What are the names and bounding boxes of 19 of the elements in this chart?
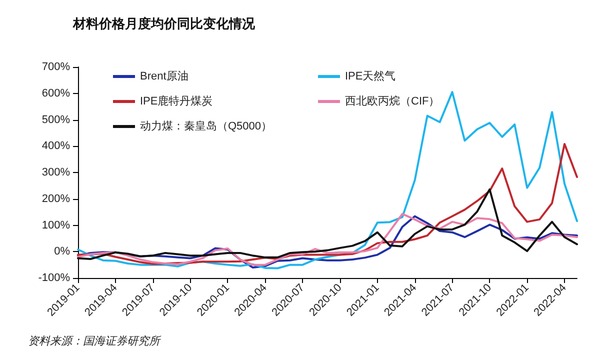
y-tick-label: 400% bbox=[42, 140, 70, 152]
chart-title: 材料价格月度均价同比变化情况 bbox=[72, 16, 256, 31]
legend-label: 动力煤：秦皇岛（Q5000） bbox=[140, 120, 272, 132]
legend-label: IPE天然气 bbox=[345, 70, 396, 82]
legend-label: 西北欧丙烷（CIF） bbox=[345, 94, 440, 108]
y-tick-label: 600% bbox=[42, 87, 70, 100]
y-tick-label: 300% bbox=[42, 166, 70, 178]
legend-label: IPE鹿特丹煤炭 bbox=[140, 94, 213, 108]
text: 资料来源：国海证券研究所 bbox=[28, 334, 162, 348]
y-tick-label: 700% bbox=[42, 61, 70, 73]
legend-label: Brent原油 bbox=[140, 70, 188, 82]
y-tick-label: -100% bbox=[38, 272, 70, 284]
y-tick-label: 200% bbox=[42, 192, 70, 205]
line-series bbox=[77, 143, 578, 266]
y-tick-label: 100% bbox=[42, 219, 70, 232]
y-tick-label: 0% bbox=[54, 246, 70, 258]
line-series bbox=[77, 91, 578, 270]
line-series bbox=[77, 188, 578, 260]
y-tick-label: 500% bbox=[42, 114, 70, 126]
